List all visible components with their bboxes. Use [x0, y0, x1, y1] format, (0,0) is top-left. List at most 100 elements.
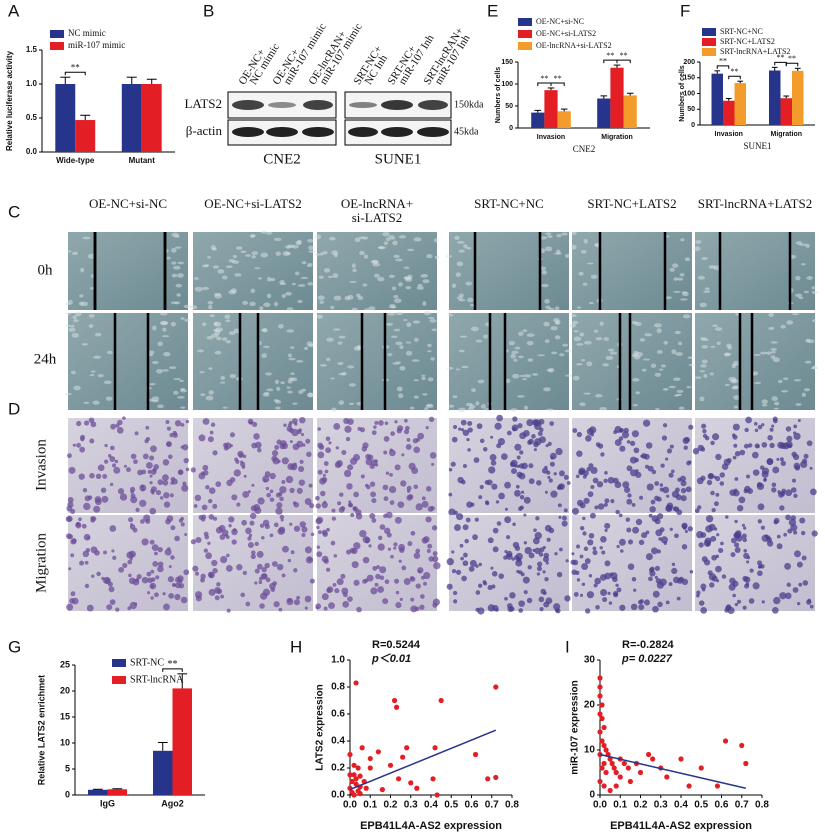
sig-bracket — [774, 61, 787, 66]
cell — [701, 587, 706, 592]
cell — [316, 545, 321, 549]
cell — [734, 450, 741, 457]
cell — [415, 437, 421, 442]
cell — [73, 319, 79, 323]
point — [414, 785, 420, 791]
cell — [650, 363, 657, 368]
cell — [286, 386, 291, 389]
cell — [123, 464, 127, 468]
y-tick-label: 15 — [60, 711, 70, 721]
cell — [536, 480, 542, 486]
cell — [323, 461, 329, 466]
cell — [398, 282, 403, 287]
cell — [405, 341, 412, 344]
cell — [793, 530, 798, 535]
cell — [175, 283, 183, 288]
cell — [705, 525, 713, 533]
cell — [365, 458, 373, 466]
cell — [323, 268, 331, 273]
legend-label: SRT-lncRNA — [130, 674, 184, 685]
cell — [679, 298, 688, 301]
cell — [417, 567, 424, 574]
cell — [395, 602, 402, 609]
cell — [398, 543, 406, 551]
cell — [659, 578, 667, 586]
cell — [452, 395, 458, 399]
cell — [207, 498, 213, 504]
cell — [279, 496, 284, 502]
cell — [635, 469, 639, 473]
cell — [242, 570, 247, 576]
cell — [801, 392, 806, 398]
cell — [654, 481, 660, 486]
cell — [231, 539, 237, 545]
cell — [325, 447, 332, 454]
cell — [401, 565, 407, 571]
panel-label: D — [8, 399, 20, 418]
cell — [286, 244, 295, 248]
cell — [546, 537, 551, 542]
cell — [752, 469, 760, 476]
cell — [73, 385, 81, 391]
cell — [462, 464, 467, 469]
cell — [70, 591, 76, 597]
cell — [654, 495, 660, 501]
cell — [736, 599, 742, 604]
cell — [588, 463, 594, 469]
cell — [372, 565, 378, 571]
cell — [398, 393, 404, 399]
legend-swatch — [112, 676, 126, 684]
cell — [259, 523, 265, 528]
cell — [753, 421, 758, 426]
cell — [723, 458, 731, 466]
cell — [351, 307, 358, 311]
cell — [328, 441, 332, 445]
cell — [79, 294, 84, 298]
cell — [731, 433, 736, 437]
y-tick-label: 0.8 — [331, 682, 345, 693]
cell — [555, 447, 563, 456]
point — [387, 762, 394, 768]
point — [357, 791, 363, 797]
cell — [245, 254, 252, 257]
cell — [541, 269, 547, 275]
cell — [338, 507, 345, 513]
cell — [308, 392, 313, 398]
cell — [585, 608, 591, 614]
cell — [803, 290, 809, 294]
cell — [487, 585, 493, 591]
cell — [287, 390, 293, 394]
cell — [490, 435, 494, 439]
cell — [242, 300, 249, 306]
panel-label: E — [487, 1, 498, 20]
cell — [771, 606, 779, 614]
cell — [293, 462, 297, 466]
cell — [80, 267, 85, 273]
x-tick-label: 0.1 — [613, 800, 627, 811]
cell — [266, 276, 272, 282]
cell-line: SUNE1 — [375, 151, 422, 167]
cell — [603, 478, 608, 483]
cell — [696, 590, 701, 595]
cell — [207, 436, 214, 443]
cell — [631, 577, 637, 582]
cell — [259, 306, 264, 311]
point — [393, 704, 400, 710]
cell — [784, 562, 791, 570]
legend-swatch — [518, 18, 532, 26]
cell — [421, 575, 425, 580]
cell — [318, 444, 325, 450]
cell — [247, 536, 252, 541]
cell — [233, 328, 240, 334]
cell — [395, 590, 400, 595]
cell — [586, 262, 594, 265]
cell — [528, 552, 535, 559]
cell — [549, 421, 555, 426]
cell — [783, 532, 788, 537]
cell — [532, 548, 536, 553]
x-tick-label: 0.7 — [735, 800, 749, 811]
cell — [603, 502, 608, 507]
condition-label: SRT-NC+LATS2 — [587, 196, 676, 211]
cell — [279, 443, 286, 450]
